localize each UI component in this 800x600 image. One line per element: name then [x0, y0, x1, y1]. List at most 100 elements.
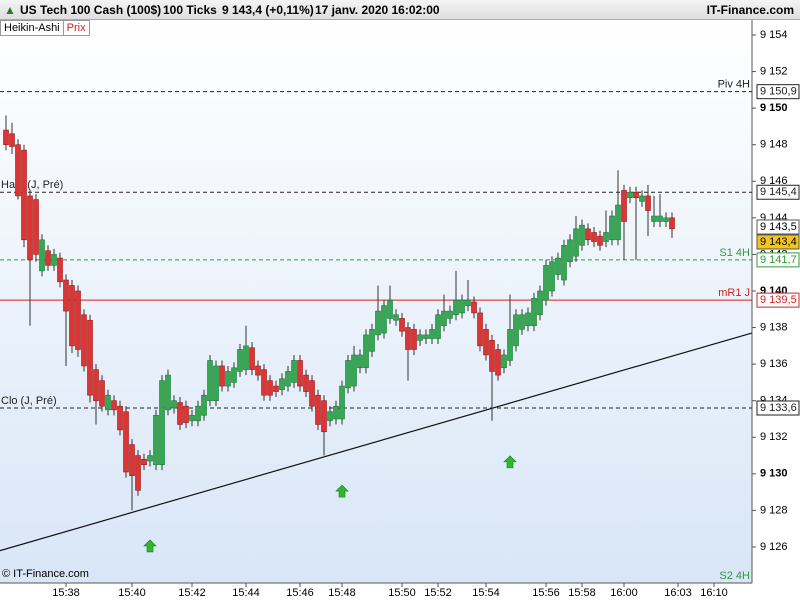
y-tick-label: 9 150 [760, 102, 788, 114]
candle-up [531, 298, 537, 327]
candle-up [537, 290, 543, 316]
candle-down [267, 380, 273, 396]
candle-down [255, 365, 261, 376]
candle-up [213, 365, 219, 401]
price-tab[interactable]: Prix [62, 21, 89, 35]
candle-down [261, 369, 267, 396]
candle-up [573, 228, 579, 257]
candle-down [45, 250, 51, 266]
candle-down [69, 285, 75, 347]
level-box [756, 292, 800, 308]
x-tick-label: 15:46 [286, 587, 314, 599]
candle-up [435, 314, 441, 339]
candle-up [105, 394, 111, 411]
candle-down [315, 394, 321, 425]
candle-down [111, 400, 117, 411]
candle-up [429, 329, 435, 339]
candle-up [345, 360, 351, 389]
candle-down [633, 191, 639, 199]
x-tick-label: 15:58 [568, 587, 596, 599]
candle-up [657, 215, 663, 222]
candle-down [591, 232, 597, 242]
candle-up [651, 215, 657, 222]
bottom-note: S2 4H [719, 570, 750, 582]
candle-up [609, 215, 615, 241]
candle-down [15, 144, 21, 197]
candle-up [243, 345, 249, 370]
level-name: S1 4H [719, 247, 750, 259]
y-tick-label: 9 136 [760, 358, 788, 370]
candle-up [339, 385, 345, 420]
candle-down [489, 340, 495, 372]
header: ▲ US Tech 100 Cash (100$) 100 Ticks 9 14… [0, 0, 800, 20]
candle-down [297, 360, 303, 387]
signal-arrow [503, 455, 517, 469]
copyright: © IT-Finance.com [2, 568, 89, 580]
candle-up [627, 191, 633, 199]
candle-down [3, 129, 9, 146]
x-tick-label: 15:56 [532, 587, 560, 599]
candle-down [81, 314, 87, 367]
candle-down [177, 402, 183, 425]
candle-up [381, 305, 387, 334]
icon: ▲ [4, 3, 16, 17]
y-tick-label: 9 126 [760, 541, 788, 553]
candle-up [225, 371, 231, 387]
candle-up [207, 360, 213, 401]
candle-down [219, 365, 225, 387]
candle-down [483, 329, 489, 356]
y-tick-label: 9 132 [760, 431, 788, 443]
level-box [756, 184, 800, 200]
candle-down [27, 195, 33, 261]
candle-up [423, 334, 429, 339]
candle-down [477, 312, 483, 347]
candle-up [189, 415, 195, 422]
candle-up [453, 299, 459, 316]
candle-up [165, 374, 171, 411]
candle-up [195, 405, 201, 422]
candle-up [387, 299, 393, 319]
candle-up [567, 239, 573, 263]
interval: 100 Ticks [163, 3, 217, 17]
candle-down [87, 319, 93, 396]
y-tick-label: 9 138 [760, 321, 788, 333]
trendline [0, 332, 752, 552]
candle-down [93, 369, 99, 401]
candle-down [273, 385, 279, 392]
level-name: mR1 J [718, 287, 750, 299]
candle-up [519, 314, 525, 330]
y-tick-label: 9 154 [760, 29, 788, 41]
candle-down [645, 195, 651, 211]
candle-down [495, 349, 501, 376]
level-value: 9 141,7 [760, 254, 797, 266]
candle-up [363, 334, 369, 369]
candle-down [183, 405, 189, 423]
candle-down [141, 458, 147, 465]
candle-up [459, 299, 465, 314]
y-tick-label: 9 128 [760, 504, 788, 516]
candle-up [447, 310, 453, 319]
tabs: Heikin-Ashi Prix [0, 20, 90, 36]
chart-style[interactable]: Heikin-Ashi [4, 22, 60, 34]
candle-down [249, 347, 255, 370]
candle-down [321, 400, 327, 433]
candle-up [147, 455, 153, 462]
x-tick-label: 15:54 [472, 587, 500, 599]
level-value: 9 139,5 [760, 294, 797, 306]
candle-down [399, 318, 405, 332]
candle-down [129, 444, 135, 476]
x-tick-label: 15:42 [178, 587, 206, 599]
candle-up [663, 217, 669, 222]
candle-down [309, 380, 315, 407]
x-tick-label: 16:00 [610, 587, 638, 599]
candle-up [507, 329, 513, 361]
level-value: 9 150,9 [760, 86, 797, 98]
brand: IT-Finance.com [706, 3, 794, 17]
candle-down [63, 279, 69, 312]
candle-up [285, 371, 291, 387]
y-tick-label: 9 146 [760, 175, 788, 187]
title: US Tech 100 Cash (100$) [20, 3, 162, 17]
candle-down [669, 217, 675, 230]
